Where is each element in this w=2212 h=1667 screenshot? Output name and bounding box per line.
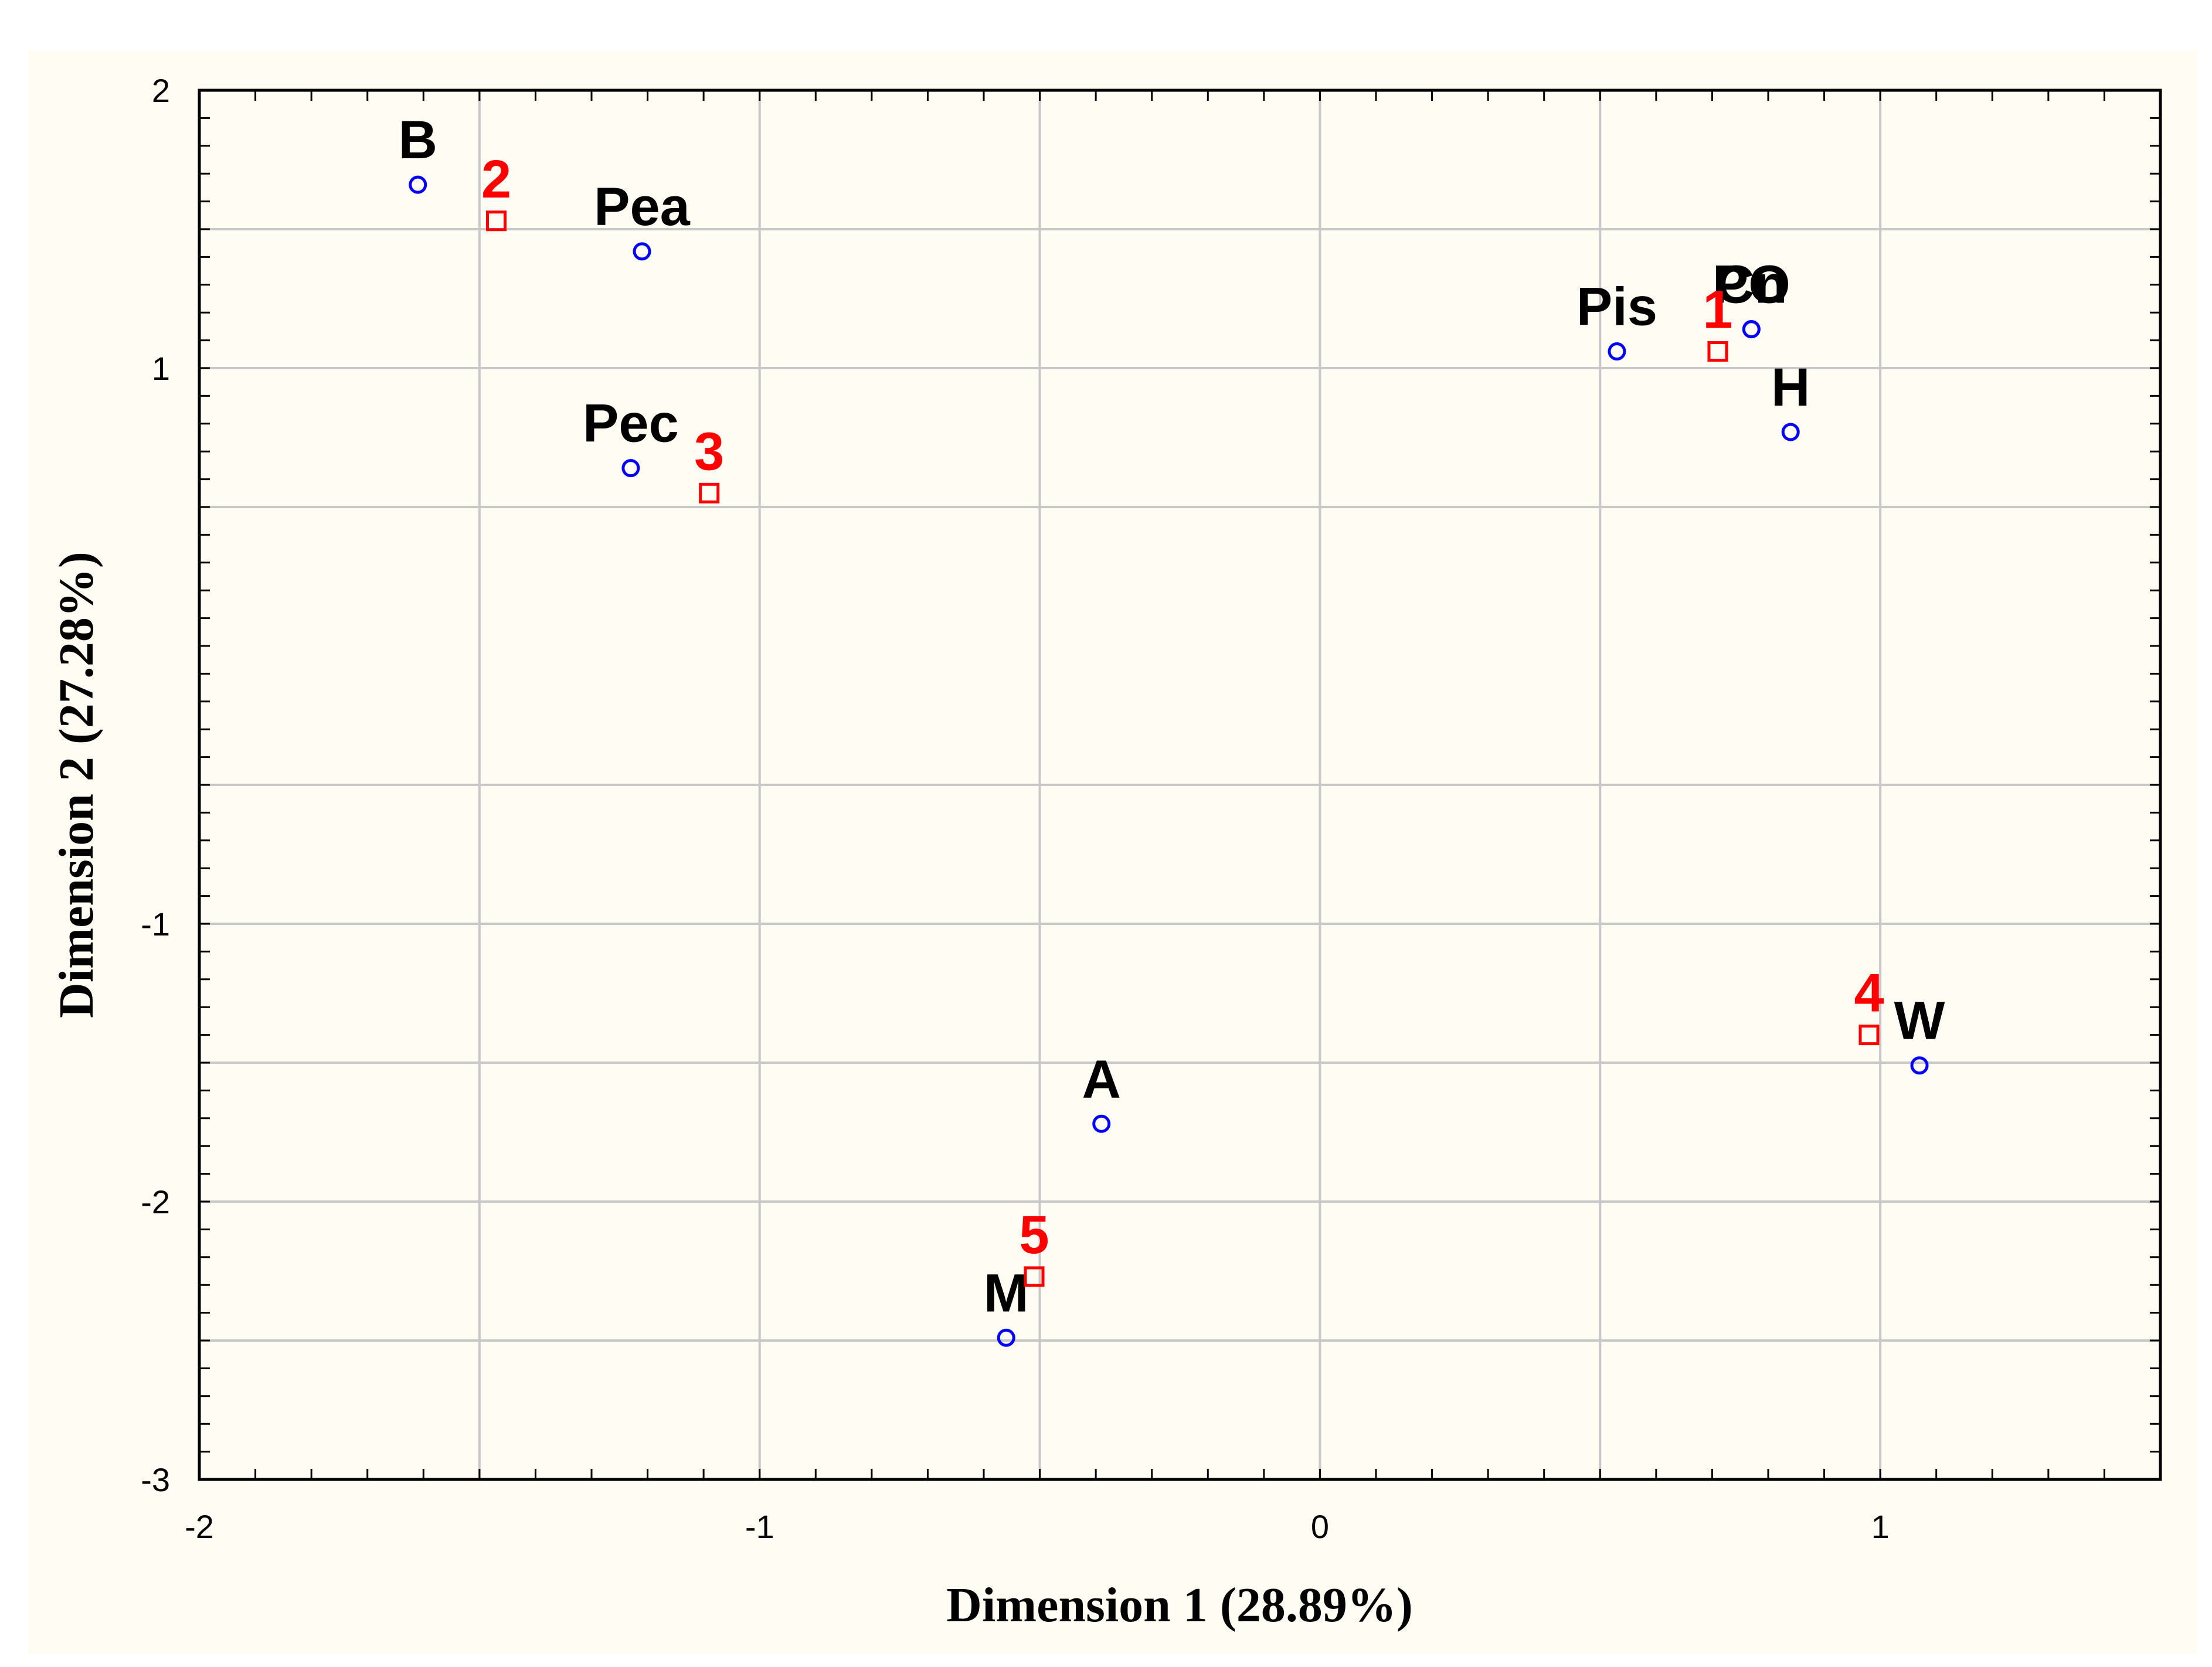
case-point-marker bbox=[1707, 341, 1728, 362]
case-point-marker bbox=[486, 210, 507, 232]
x-tick-label: -2 bbox=[185, 1508, 214, 1545]
variable-point-marker bbox=[1781, 423, 1800, 441]
y-tick-label: -3 bbox=[141, 1461, 170, 1498]
variable-point-label: W bbox=[1894, 991, 1945, 1051]
x-tick-label: 0 bbox=[1311, 1508, 1329, 1545]
x-tick-label: -1 bbox=[745, 1508, 774, 1545]
variable-point-marker bbox=[633, 242, 651, 261]
y-tick-label: 2 bbox=[152, 72, 170, 109]
y-axis-title: Dimension 2 (27.28%) bbox=[49, 552, 104, 1018]
x-axis-title: Dimension 1 (28.89%) bbox=[946, 1578, 1413, 1632]
variable-point-label: A bbox=[1082, 1049, 1120, 1109]
case-point-marker bbox=[699, 482, 720, 503]
variable-point-label: B bbox=[399, 110, 437, 170]
variable-point-label: PO bbox=[1712, 255, 1790, 315]
y-tick-label: -1 bbox=[141, 906, 170, 943]
minor-tick-layer bbox=[198, 89, 2162, 1481]
case-point-label: 2 bbox=[481, 149, 511, 209]
case-point-label: 5 bbox=[1019, 1205, 1049, 1265]
variable-point-marker bbox=[409, 175, 427, 194]
variable-point-marker bbox=[997, 1328, 1015, 1347]
case-point-label: 3 bbox=[694, 421, 724, 481]
variable-point-label: H bbox=[1771, 358, 1810, 417]
variable-point-marker bbox=[621, 459, 640, 478]
chart-container: -2 -1 0 1 -3 -2 -1 1 2 B Pea Pec Pis PO Cn H W A M 1 2 3 4 5 D… bbox=[28, 50, 2197, 1654]
case-point-marker bbox=[1858, 1025, 1880, 1046]
tick-label-layer: -2 -1 0 1 -3 -2 -1 1 2 bbox=[141, 72, 1890, 1545]
variable-point-label: Cn bbox=[1715, 255, 1788, 315]
variable-point-label: Pea bbox=[594, 177, 691, 237]
y-tick-label: 1 bbox=[152, 350, 170, 387]
variable-point-marker bbox=[1742, 320, 1761, 339]
plot-frame bbox=[198, 89, 2162, 1481]
y-tick-label: -2 bbox=[141, 1183, 170, 1220]
case-point-label: 4 bbox=[1854, 964, 1884, 1023]
case-point-label: 1 bbox=[1703, 280, 1732, 340]
case-point-marker bbox=[1024, 1266, 1045, 1287]
x-tick-label: 1 bbox=[1871, 1508, 1890, 1545]
variable-point-marker bbox=[1608, 342, 1626, 361]
variable-point-label: M bbox=[984, 1263, 1029, 1323]
grid-layer bbox=[198, 89, 2160, 1481]
variable-point-marker bbox=[1092, 1114, 1111, 1133]
variable-point-label: Pis bbox=[1576, 277, 1657, 337]
variable-point-label: Pec bbox=[583, 394, 679, 454]
variable-point-marker bbox=[1910, 1056, 1929, 1075]
